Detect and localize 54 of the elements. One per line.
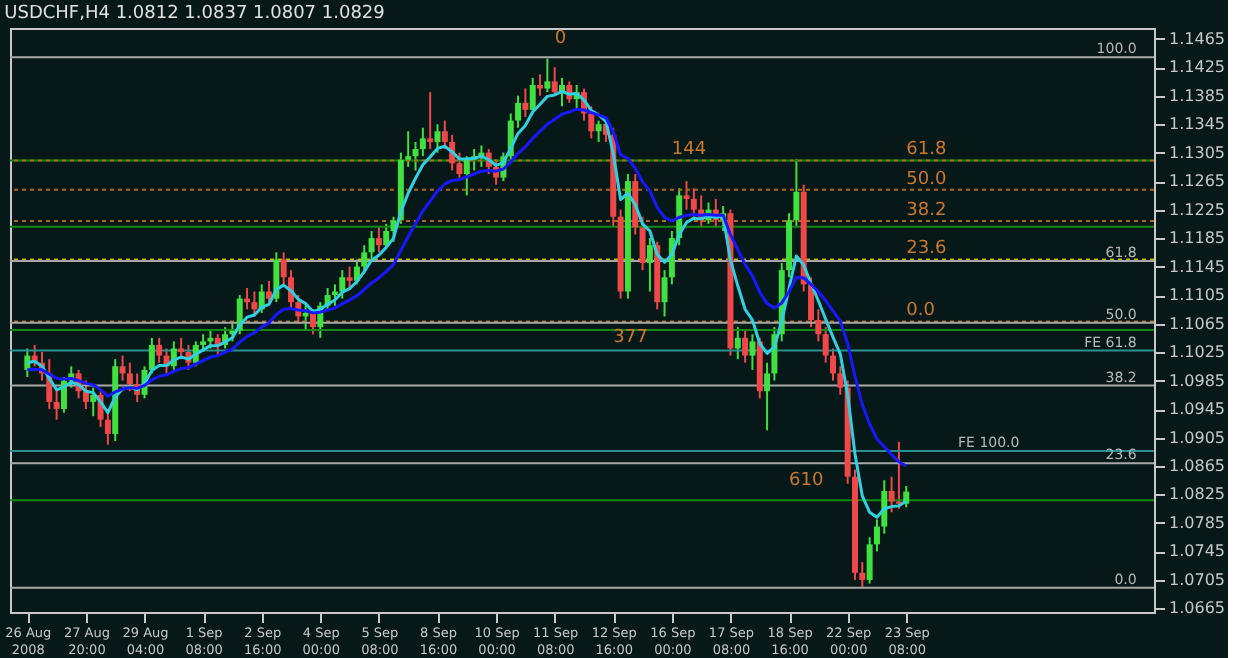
candlestick bbox=[434, 123, 441, 154]
y-tick-label: 1.1385 bbox=[1169, 86, 1225, 105]
candlestick bbox=[383, 222, 390, 250]
candlestick bbox=[309, 308, 316, 336]
candlestick bbox=[463, 155, 470, 197]
annotation: 0 bbox=[554, 29, 567, 50]
y-tick-label: 1.1465 bbox=[1169, 29, 1225, 48]
candlestick bbox=[368, 229, 375, 261]
candlestick bbox=[749, 333, 756, 371]
candlestick bbox=[339, 269, 346, 300]
annotation: 38.2 bbox=[906, 201, 947, 221]
candlestick bbox=[251, 290, 258, 318]
annotation: 23.6 bbox=[906, 239, 947, 260]
candlestick bbox=[646, 237, 653, 293]
y-tick-label: 1.0865 bbox=[1169, 457, 1225, 475]
candlestick bbox=[53, 386, 60, 421]
y-tick-label: 1.1345 bbox=[1169, 115, 1225, 134]
annotation: 377 bbox=[613, 328, 648, 349]
y-tick-label: 1.0785 bbox=[1169, 513, 1225, 532]
candlestick bbox=[544, 57, 551, 94]
y-tick-label: 1.1105 bbox=[1169, 286, 1225, 305]
candlestick bbox=[734, 326, 741, 361]
y-tick-label: 1.0945 bbox=[1169, 400, 1225, 419]
candlestick bbox=[551, 66, 558, 97]
y-tick-label: 1.1305 bbox=[1169, 143, 1225, 162]
y-tick-label: 1.0905 bbox=[1169, 428, 1225, 447]
y-tick-label: 1.1065 bbox=[1169, 314, 1225, 333]
y-tick-label: 1.1185 bbox=[1169, 229, 1225, 248]
candlestick bbox=[742, 329, 749, 364]
y-tick-label: 1.0745 bbox=[1169, 542, 1225, 561]
annotation: 0.0 bbox=[906, 301, 936, 322]
y-tick-label: 1.1265 bbox=[1169, 172, 1225, 191]
candlestick bbox=[346, 265, 353, 289]
candlestick bbox=[537, 73, 544, 97]
y-tick-label: 1.0825 bbox=[1169, 485, 1225, 504]
y-tick-label: 1.0985 bbox=[1169, 371, 1225, 390]
y-tick-label: 1.1025 bbox=[1169, 343, 1225, 362]
annotation: 61.8 bbox=[906, 140, 947, 161]
candlestick bbox=[683, 180, 690, 211]
annotation: 50.0 bbox=[906, 169, 947, 190]
candlestick bbox=[595, 119, 602, 143]
annotation: 610 bbox=[789, 470, 824, 491]
candlestick bbox=[690, 187, 697, 218]
y-tick-label: 1.1425 bbox=[1169, 58, 1225, 77]
annotation: 144 bbox=[671, 140, 707, 161]
candlestick bbox=[639, 215, 646, 272]
candlestick bbox=[375, 226, 382, 254]
y-tick-label: 1.1225 bbox=[1169, 200, 1225, 219]
y-tick-label: 1.0665 bbox=[1169, 599, 1225, 618]
candlestick bbox=[522, 87, 529, 119]
candlestick bbox=[427, 91, 434, 151]
chart-title: USDCHF,H4 1.0812 1.0837 1.0807 1.0829 bbox=[4, 4, 386, 24]
y-tick-label: 1.1145 bbox=[1169, 257, 1225, 276]
y-tick-label: 1.0705 bbox=[1169, 570, 1225, 589]
